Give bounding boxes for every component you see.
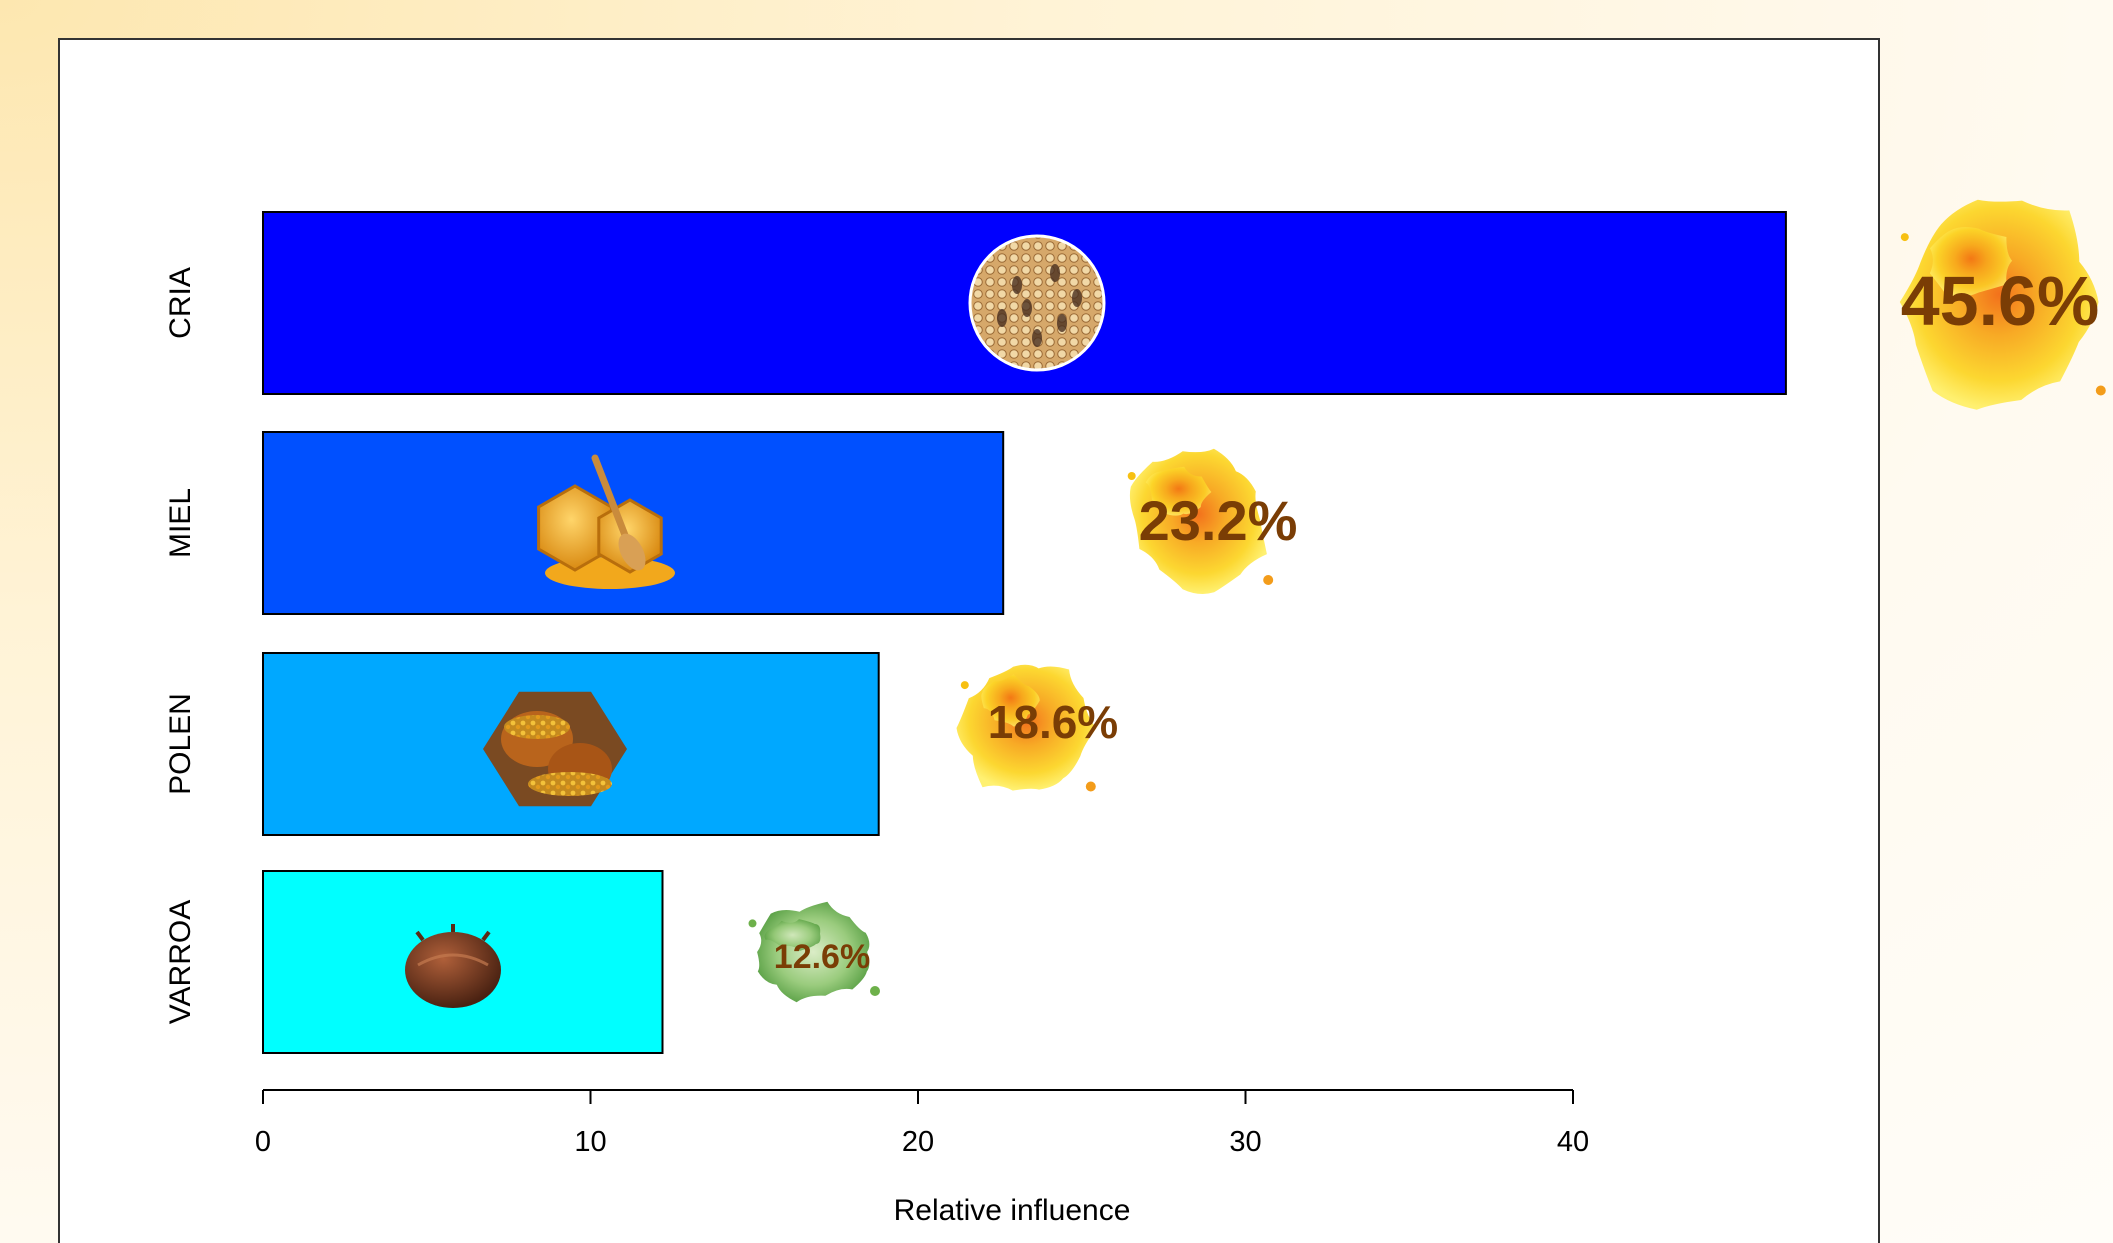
bar-icons-group: [405, 234, 1106, 1008]
value-label-varroa: 12.6%: [774, 938, 870, 976]
value-splash-varroa: [748, 901, 880, 1003]
value-label-polen: 18.6%: [988, 696, 1118, 748]
y-tick-label-varroa: VARROA: [164, 900, 197, 1024]
value-label-cria: 45.6%: [1901, 262, 2099, 340]
y-tick-label-polen: POLEN: [164, 693, 197, 795]
value-labels-group: 45.6% 23.2% 18.6% 12.6%: [748, 199, 2106, 1003]
value-splash-polen: [956, 664, 1097, 792]
x-axis-title: Relative influence: [894, 1194, 1131, 1227]
x-axis: 0 10 20 30 40: [255, 1089, 1589, 1158]
brood-comb-icon: [968, 234, 1106, 372]
y-tick-label-miel: MIEL: [164, 488, 197, 558]
honeycomb-icon: [537, 454, 675, 589]
x-tick-label-40: 40: [1557, 1126, 1589, 1158]
value-splash-cria: [1899, 199, 2106, 410]
x-tick-label-30: 30: [1229, 1126, 1261, 1158]
pollen-icon: [483, 691, 627, 807]
x-tick-label-10: 10: [574, 1126, 606, 1158]
y-axis: CRIA MIEL POLEN VARROA: [164, 267, 197, 1024]
x-tick-label-20: 20: [902, 1126, 934, 1158]
x-tick-label-0: 0: [255, 1126, 271, 1158]
value-splash-miel: [1127, 448, 1274, 594]
value-label-miel: 23.2%: [1139, 489, 1298, 552]
y-tick-label-cria: CRIA: [164, 267, 197, 339]
varroa-mite-icon: [405, 924, 501, 1008]
